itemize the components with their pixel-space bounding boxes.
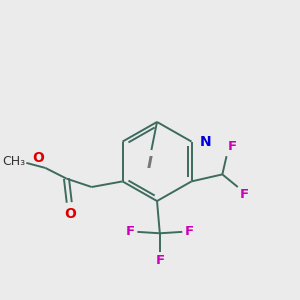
Text: F: F (184, 225, 194, 239)
Text: F: F (240, 188, 249, 201)
Text: N: N (200, 135, 211, 148)
Text: F: F (126, 225, 135, 239)
Text: F: F (228, 140, 237, 153)
Text: F: F (155, 254, 164, 267)
Text: O: O (64, 207, 76, 220)
Text: CH₃: CH₃ (2, 155, 25, 168)
Text: O: O (32, 151, 44, 165)
Text: I: I (147, 156, 153, 171)
